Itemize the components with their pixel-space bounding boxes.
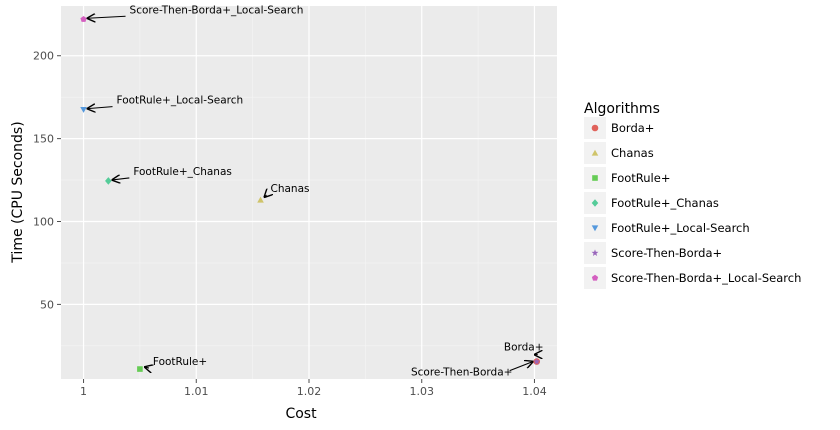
annotation-arrow [265,195,267,197]
legend: Algorithms Borda+ Chanas FootRule+ FootRule… [584,101,801,289]
annotation-arrow [145,367,149,368]
annotation-label: FootRule+_Chanas [133,166,232,178]
legend-label: FootRule+_Local-Search [611,221,750,235]
x-tick-label: 1.03 [409,385,434,398]
x-axis-ticks: 1 1.01 1.02 1.03 1.04 [80,379,547,398]
y-axis-ticks: 50 100 150 200 [33,50,61,311]
y-axis-label: Time (CPU Seconds) [10,121,26,263]
annotation-label: Borda+ [504,342,544,354]
annotation-label: Chanas [271,183,310,195]
x-axis-label: Cost [285,406,317,422]
legend-label: FootRule+ [611,171,670,185]
y-tick-label: 150 [33,133,54,146]
grid-lines [61,6,557,379]
data-point [137,366,143,372]
legend-marker [591,124,599,132]
annotation-label: Score-Then-Borda+ [411,367,513,379]
x-tick-label: 1.01 [184,385,209,398]
legend-marker [591,199,599,207]
x-tick-label: 1.02 [297,385,322,398]
legend-label: Chanas [611,146,654,160]
legend-label: Score-Then-Borda+ [611,246,722,260]
legend-label: Score-Then-Borda+_Local-Search [611,271,801,285]
data-point [257,196,264,203]
data-points [80,15,541,372]
data-point [80,15,87,22]
annotation-label: FootRule+ [153,356,207,368]
x-tick-label: 1 [80,385,87,398]
legend-marker [591,149,599,156]
data-point [533,357,541,365]
legend-items: Borda+ Chanas FootRule+ FootRule+_Chanas Foo… [584,117,801,289]
data-point [80,106,87,113]
legend-marker [591,249,599,256]
y-tick-label: 100 [33,216,54,229]
annotation-arrow [88,107,113,109]
annotation-arrow [509,362,533,372]
legend-title: Algorithms [584,101,660,117]
legend-label: FootRule+_Chanas [611,196,719,210]
annotation-label: Score-Then-Borda+_Local-Search [130,4,304,16]
legend-label: Borda+ [611,121,654,135]
y-tick-label: 200 [33,50,54,63]
x-tick-label: 1.04 [522,385,547,398]
annotation-label: FootRule+_Local-Search [117,95,244,107]
annotation-arrow [88,16,126,18]
legend-marker [592,175,598,181]
annotation-arrow [112,178,130,180]
data-point [105,177,112,185]
legend-marker [591,274,599,281]
point-annotations: Borda+ Chanas FootRule+ FootRule+_Chanas Foo… [88,4,544,379]
legend-marker [591,225,599,232]
y-tick-label: 50 [40,298,54,311]
